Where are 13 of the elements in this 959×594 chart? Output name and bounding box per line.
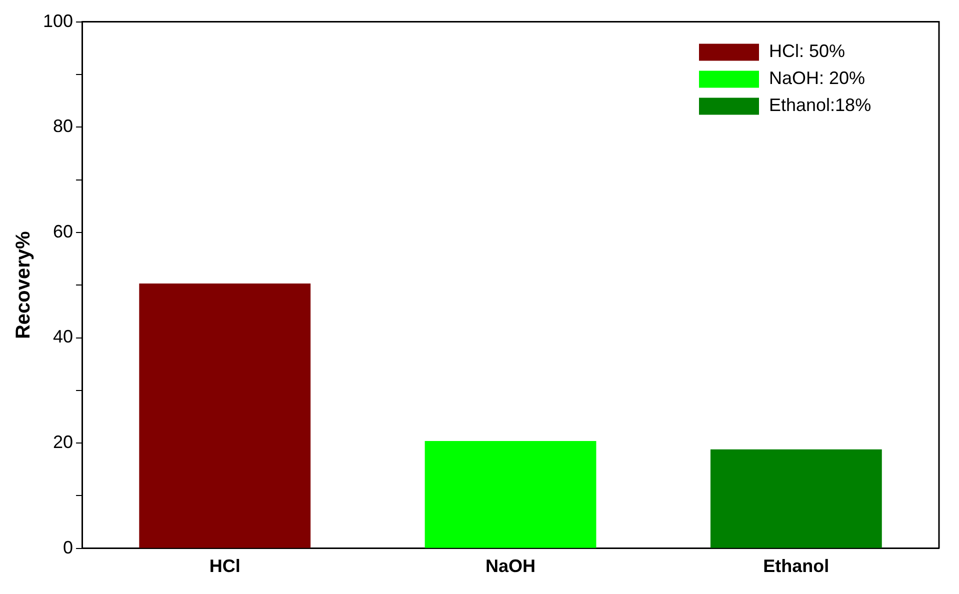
x-tick-label: Ethanol [763, 556, 830, 576]
legend-label: Ethanol:18% [769, 94, 872, 115]
y-axis-title: Recovery% [12, 230, 35, 340]
x-tick-label: HCl [209, 556, 240, 576]
y-tick-label: 100 [42, 10, 74, 31]
legend-label: HCl: 50% [769, 40, 846, 61]
y-tick-label: 80 [53, 116, 74, 136]
y-tick-label: 20 [53, 432, 74, 452]
y-tick-label: 0 [63, 537, 74, 558]
x-tick-label: NaOH [486, 556, 536, 576]
y-tick-label: 40 [53, 326, 74, 347]
legend-label: NaOH: 20% [769, 68, 866, 88]
y-tick-label: 60 [53, 221, 74, 242]
